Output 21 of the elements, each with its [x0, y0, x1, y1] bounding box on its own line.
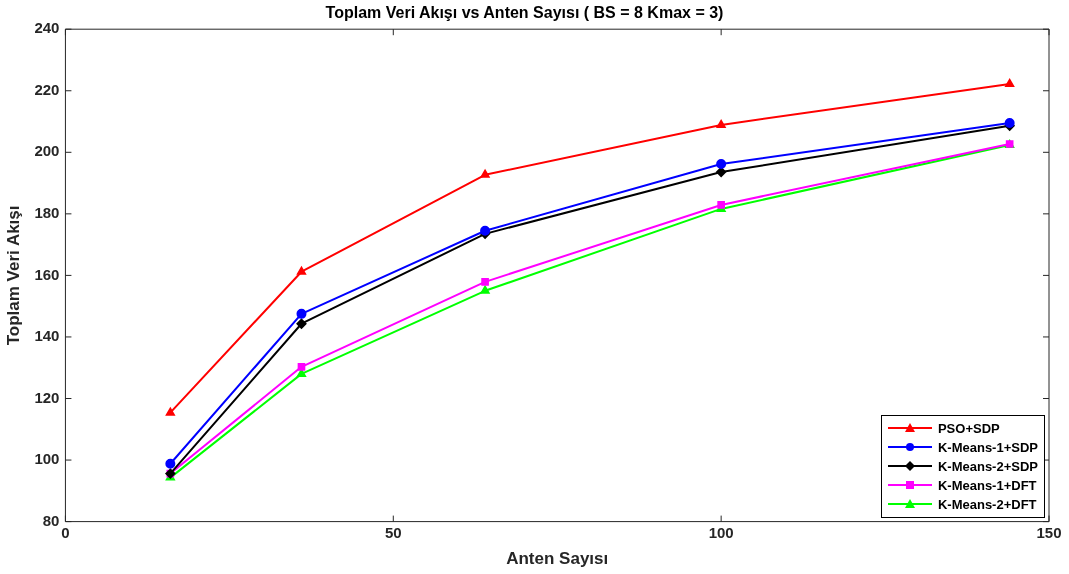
x-tick-label: 150	[1036, 523, 1062, 541]
y-tick-label: 240	[34, 19, 60, 37]
y-tick-label: 100	[34, 450, 60, 468]
x-axis-title: Anten Sayısı	[506, 549, 609, 569]
y-tick-label: 140	[34, 327, 60, 345]
y-tick-label: 120	[34, 388, 60, 406]
legend-label: K-Means-2+SDP	[937, 458, 1038, 474]
y-axis-title: Toplam Veri Akışı	[3, 205, 23, 346]
chart-title: Toplam Veri Akışı vs Anten Sayısı ( BS = 8 Kmax = 3)	[325, 4, 724, 22]
x-tick-label: 0	[61, 523, 70, 541]
y-tick-label: 80	[42, 511, 60, 529]
x-tick-label: 50	[384, 523, 402, 541]
legend-label: K-Means-1+SDP	[937, 439, 1038, 455]
legend-label: K-Means-1+DFT	[937, 477, 1037, 493]
x-tick-label: 100	[708, 523, 734, 541]
y-tick-label: 220	[34, 80, 60, 98]
y-tick-label: 180	[34, 203, 60, 221]
legend-label: PSO+SDP	[937, 420, 1000, 436]
y-tick-label: 200	[34, 142, 60, 160]
legend-label: K-Means-2+DFT	[937, 496, 1037, 512]
y-tick-label: 160	[34, 265, 60, 283]
